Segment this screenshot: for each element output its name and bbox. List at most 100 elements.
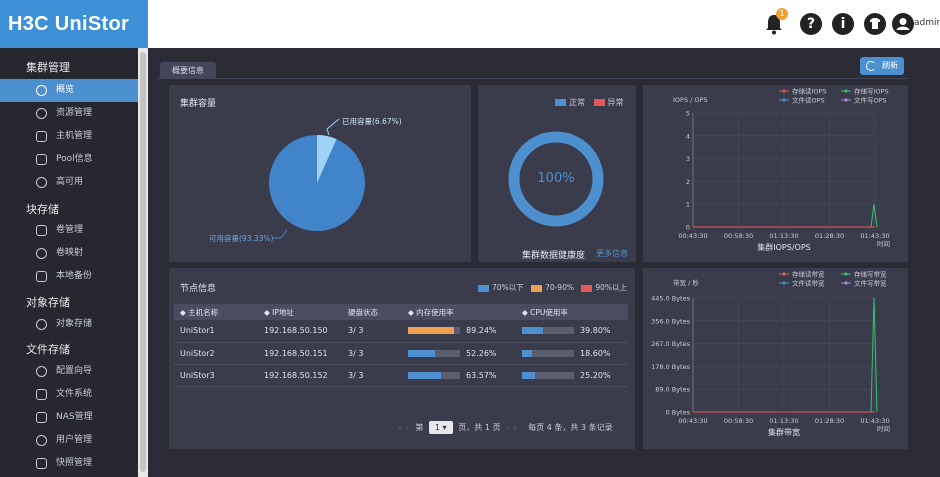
sidebar-item-pool[interactable]: Pool信息 — [0, 148, 138, 171]
memory-bar — [408, 327, 460, 335]
col-disk-status[interactable]: 硬盘状态 — [342, 304, 402, 320]
table-row[interactable]: UniStor3 192.168.50.152 3/ 3 63.57% 25.2… — [174, 364, 628, 387]
last-page-icon[interactable]: » — [512, 423, 518, 432]
memory-value: 89.24% — [466, 326, 497, 336]
globe-icon — [36, 108, 47, 119]
cell-host-name: UniStor1 — [174, 320, 258, 343]
volume-icon — [36, 225, 47, 236]
cell-ip: 192.168.50.150 — [258, 320, 342, 343]
info-icon[interactable]: i — [832, 13, 854, 35]
capacity-pie — [269, 118, 365, 239]
capacity-title: 集群容量 — [180, 99, 217, 109]
sidebar-group-file[interactable]: 文件存储 — [26, 343, 70, 356]
legend-label: 文件写带宽 — [854, 279, 887, 288]
cell-cpu: 39.80% — [516, 320, 628, 343]
pie-slice-used — [317, 135, 337, 183]
edit-icon — [36, 389, 47, 400]
y-tick-label: 267.0 Bytes — [651, 340, 691, 348]
legend-abnormal-swatch — [593, 99, 605, 106]
memory-bar — [408, 371, 460, 379]
memory-value: 52.26% — [466, 348, 497, 358]
legend-label: 存储写IOPS — [854, 87, 889, 96]
sidebar-item-overview[interactable]: 概览 — [0, 79, 138, 102]
legend-normal-swatch — [555, 99, 566, 106]
y-tick-label: 89.0 Bytes — [655, 386, 690, 394]
memory-bar — [408, 349, 460, 357]
help-icon[interactable]: ? — [800, 13, 822, 35]
legend-label: 文件写OPS — [854, 96, 887, 105]
col-host-name[interactable]: ◆ 主机名称 — [174, 304, 258, 320]
sidebar-group-block[interactable]: 块存储 — [26, 203, 59, 216]
monitor-icon — [36, 131, 47, 142]
table-row[interactable]: UniStor1 192.168.50.150 3/ 3 89.24% 39.8… — [174, 320, 628, 343]
sidebar-item-backup[interactable]: 本地备份 — [0, 265, 138, 288]
used-leader-line — [326, 118, 340, 136]
avatar-icon[interactable] — [892, 13, 914, 35]
sidebar-item-hosts[interactable]: 主机管理 — [0, 125, 138, 148]
sidebar-group-object[interactable]: 对象存储 — [26, 296, 70, 309]
col-ip[interactable]: ◆ IP地址 — [258, 304, 342, 320]
scroll-thumb[interactable] — [140, 52, 146, 472]
x-tick-label: 01:28:30 — [815, 417, 844, 425]
legend-marker — [844, 281, 848, 285]
folder-icon — [36, 412, 47, 423]
y-tick-label: 0 — [686, 224, 690, 232]
sidebar-item-nas[interactable]: NAS管理 — [0, 406, 138, 429]
refresh-icon[interactable] — [866, 61, 876, 71]
sidebar-item-object-storage[interactable]: 对象存储 — [0, 313, 138, 336]
pager-suffix: 页，共 1 页 — [458, 423, 501, 432]
col-memory[interactable]: ◆ 内存使用率 — [402, 304, 516, 320]
username[interactable]: admin — [914, 18, 940, 28]
first-page-icon[interactable]: « — [398, 423, 403, 432]
legend-marker — [782, 89, 786, 93]
next-page-icon[interactable]: › — [507, 423, 511, 432]
cell-host-name: UniStor2 — [174, 342, 258, 365]
nodes-title: 节点信息 — [180, 284, 217, 294]
x-tick-label: 01:28:30 — [815, 232, 844, 240]
user-icon — [36, 435, 47, 446]
y-axis-label: 带宽 / 秒 — [673, 278, 699, 287]
legend-abnormal-label: 异常 — [607, 98, 624, 107]
sidebar-group-cluster[interactable]: 集群管理 — [26, 61, 70, 74]
cpu-value: 25.20% — [580, 370, 611, 380]
more-info-link[interactable]: 更多信息 — [596, 249, 628, 258]
cpu-bar-fill — [522, 371, 536, 379]
cpu-bar — [522, 349, 574, 357]
cell-memory: 63.57% — [402, 364, 516, 387]
health-ring — [508, 131, 604, 227]
table-row[interactable]: UniStor2 192.168.50.151 3/ 3 52.26% 18.6… — [174, 342, 628, 365]
page-select[interactable]: 1 ▾ — [428, 421, 453, 434]
shirt-icon[interactable] — [864, 13, 886, 35]
cpu-bar-fill — [522, 349, 532, 357]
legend-normal-label: 正常 — [569, 98, 585, 107]
legend-label: 文件读带宽 — [792, 279, 825, 288]
dashboard-icon — [36, 85, 47, 96]
x-tick-label: 00:58:30 — [724, 232, 753, 240]
sidebar-item-resources[interactable]: 资源管理 — [0, 102, 138, 125]
x-tick-label: 00:58:30 — [724, 417, 753, 425]
nodes-legend: 70%以下 70-90% 90%以上 — [478, 282, 627, 293]
y-tick-label: 2 — [686, 178, 690, 186]
y-tick-label: 0 Bytes — [666, 409, 691, 417]
cell-cpu: 18.60% — [516, 342, 628, 365]
memory-bar-fill — [408, 349, 436, 357]
prev-page-icon[interactable]: ‹ — [405, 423, 409, 432]
y-tick-label: 1 — [686, 201, 690, 209]
sidebar-item-volumes[interactable]: 卷管理 — [0, 219, 138, 242]
col-cpu[interactable]: ◆ CPU使用率 — [516, 304, 628, 320]
mapping-icon — [36, 248, 47, 259]
sidebar-item-filesystem[interactable]: 文件系统 — [0, 383, 138, 406]
pager-summary: 每页 4 条，共 3 条记录 — [528, 423, 613, 432]
sidebar-item-snapshots[interactable]: 快照管理 — [0, 452, 138, 475]
cell-disk: 3/ 3 — [342, 364, 402, 387]
tab-overview-info[interactable]: 概要信息 — [160, 62, 216, 79]
sidebar-item-wizard[interactable]: 配置向导 — [0, 360, 138, 383]
memory-value: 63.57% — [466, 370, 497, 380]
health-value: 100% — [537, 171, 575, 186]
sidebar-item-mapping[interactable]: 卷映射 — [0, 242, 138, 265]
sidebar-item-ha[interactable]: 高可用 — [0, 171, 138, 194]
legend-marker — [782, 98, 786, 102]
iops-chart: 存储读IOPS 存储写IOPS 文件读OPS 文件写OPS IOPS / OPS 0 1 2 3… — [673, 87, 890, 253]
sidebar-item-users[interactable]: 用户管理 — [0, 429, 138, 452]
